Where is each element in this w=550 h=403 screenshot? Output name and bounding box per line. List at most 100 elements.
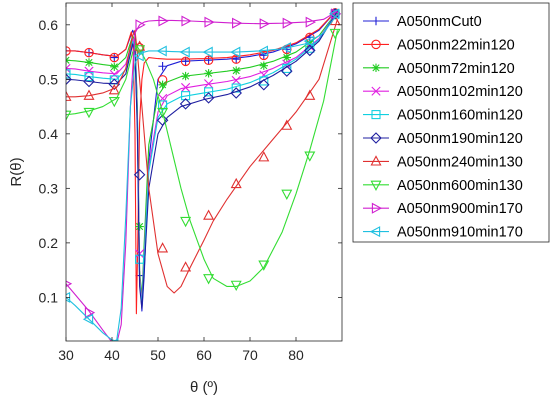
series-line <box>66 10 338 307</box>
y-tick-label: 0.1 <box>39 289 59 305</box>
data-point <box>180 216 192 228</box>
data-point <box>133 168 146 181</box>
data-point <box>181 82 191 93</box>
data-point <box>158 15 169 27</box>
data-point <box>202 92 215 104</box>
data-point <box>203 209 215 220</box>
data-point <box>66 63 71 74</box>
data-point <box>157 242 169 253</box>
legend-marker <box>371 39 381 50</box>
y-tick-label: 0.5 <box>39 71 59 87</box>
data-point <box>304 151 316 162</box>
data-point <box>84 47 94 58</box>
data-point <box>259 61 268 70</box>
series-1 <box>66 8 340 315</box>
data-point <box>66 90 72 101</box>
data-point <box>108 78 121 91</box>
legend-label: A050nm190min120 <box>397 131 523 147</box>
series-8 <box>66 8 342 341</box>
legend-item: A050nm160min120 <box>363 108 523 124</box>
data-point <box>232 66 241 75</box>
data-point <box>66 280 73 288</box>
data-point <box>204 69 213 78</box>
axes: 30 40 50 60 70 80 0.1 0.2 0.3 0.4 0.5 0.6 θ (º) R(θ) <box>8 2 343 396</box>
data-point <box>230 280 242 292</box>
data-point <box>204 87 214 97</box>
legend-item: A050nm910min170 <box>363 225 523 241</box>
legend-item: A050nm22min120 <box>363 37 515 53</box>
data-point <box>84 72 94 82</box>
data-point <box>282 53 291 62</box>
plot-area <box>66 8 342 341</box>
data-point <box>156 114 169 126</box>
data-point <box>110 53 119 62</box>
legend-item: A050nm240min130 <box>363 154 523 170</box>
data-point <box>84 66 94 76</box>
data-point <box>108 96 120 108</box>
legend-item: A050nm190min120 <box>363 131 523 147</box>
data-point <box>258 78 270 91</box>
series-line <box>66 30 338 288</box>
data-point <box>303 35 314 47</box>
legend-marker <box>371 86 381 96</box>
data-point <box>110 62 119 71</box>
legend-box <box>352 2 550 243</box>
data-point <box>203 274 215 285</box>
legend-label: A050nm240min130 <box>397 154 523 170</box>
data-point <box>258 260 270 271</box>
legend-item: A050nm72min120 <box>363 61 515 77</box>
data-point <box>257 45 268 57</box>
data-point <box>84 307 96 319</box>
data-point <box>109 52 120 63</box>
legend: A050nmCut0 A050nm22min120 A050nm72min120 A0… <box>352 2 550 243</box>
data-point <box>232 17 243 29</box>
legend-label: A050nm160min120 <box>397 108 523 124</box>
data-point <box>204 79 214 89</box>
legend-label: A050nm22min120 <box>397 37 515 53</box>
data-point <box>66 73 72 86</box>
data-point <box>305 16 316 28</box>
data-point <box>231 75 241 86</box>
data-point <box>204 56 213 65</box>
data-point <box>108 84 120 95</box>
data-point <box>181 15 192 27</box>
data-point <box>181 71 190 81</box>
x-tick-label: 70 <box>242 347 258 363</box>
data-point <box>281 119 293 130</box>
series-6 <box>66 14 341 294</box>
data-point <box>202 46 213 58</box>
data-point <box>280 42 291 54</box>
series-4 <box>66 9 340 307</box>
data-point <box>84 58 94 67</box>
y-tick-label: 0.4 <box>39 126 59 142</box>
data-point <box>259 18 270 30</box>
data-point <box>135 19 146 31</box>
series-line <box>66 9 338 315</box>
data-point <box>83 107 95 119</box>
series-0 <box>66 8 340 312</box>
data-point <box>258 151 270 162</box>
data-point <box>66 110 72 121</box>
legend-marker <box>371 16 381 26</box>
data-point <box>230 87 242 99</box>
legend-marker <box>371 63 381 72</box>
data-point <box>133 50 144 62</box>
data-point <box>329 28 341 40</box>
data-point <box>282 63 292 73</box>
data-point <box>180 56 191 67</box>
data-point <box>282 17 293 29</box>
legend-marker <box>370 180 382 191</box>
data-point <box>179 46 190 58</box>
data-point <box>180 261 192 272</box>
data-point <box>281 65 293 77</box>
series-line <box>66 19 338 294</box>
x-tick-label: 50 <box>150 347 166 363</box>
data-point <box>230 177 242 189</box>
data-point <box>203 55 214 65</box>
data-point <box>304 89 316 100</box>
series-line <box>66 13 338 341</box>
series-line <box>66 10 338 298</box>
data-point <box>179 98 192 110</box>
y-tick-label: 0.2 <box>39 235 59 251</box>
data-point <box>82 313 94 325</box>
